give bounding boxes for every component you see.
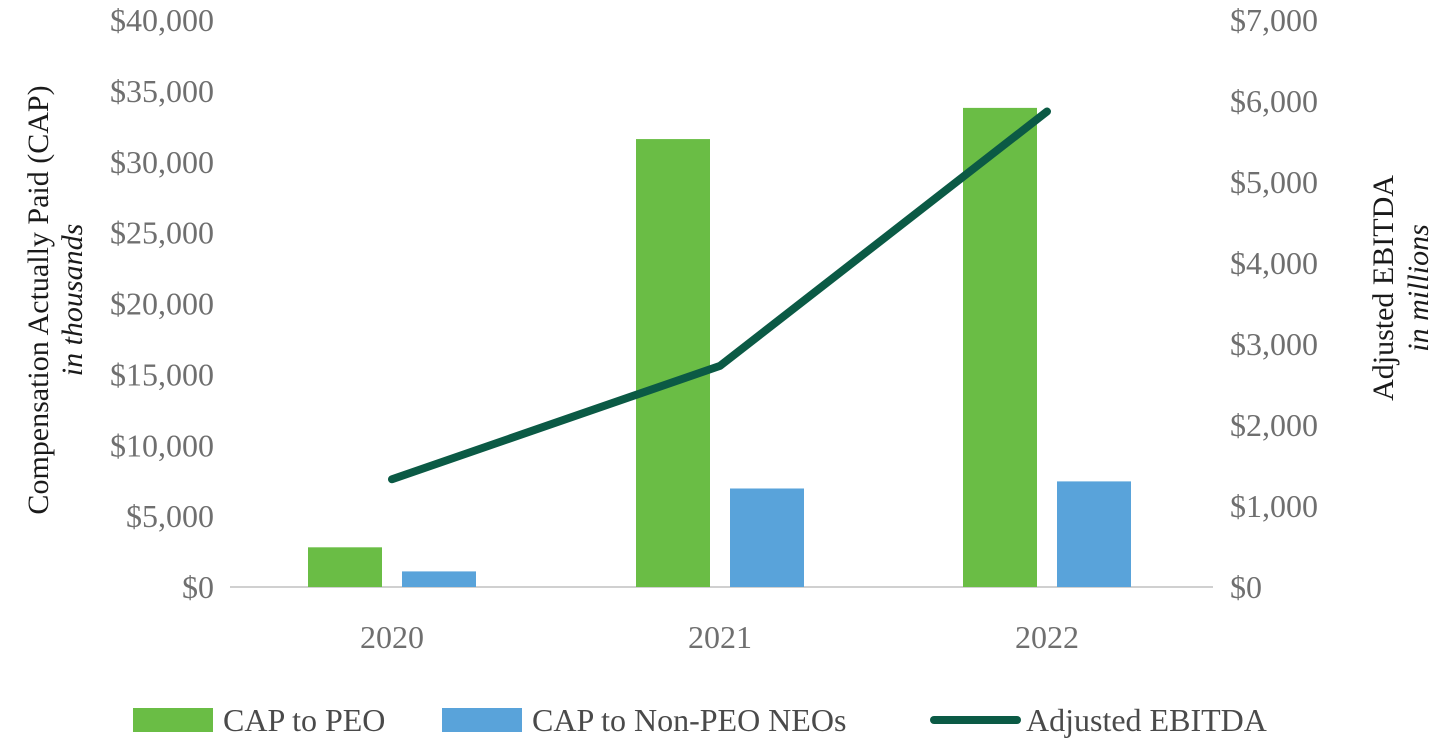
left-axis-ticks: $0 $5,000 $10,000 $15,000 $20,000 $25,000 $30,… [110, 2, 214, 605]
bars [308, 107, 1131, 587]
left-tick-label: $30,000 [110, 144, 214, 180]
right-tick-label: $7,000 [1230, 2, 1318, 38]
bar-cap-to-peo-2020 [308, 547, 382, 587]
left-axis-title: Compensation Actually Paid (CAP) [22, 85, 55, 514]
bar-cap-to-non-peo-neos-2020 [402, 571, 476, 587]
left-tick-label: $10,000 [110, 427, 214, 463]
bar-cap-to-non-peo-neos-2021 [730, 488, 804, 587]
legend: CAP to PEO CAP to Non-PEO NEOs Adjusted … [133, 702, 1267, 738]
legend-label-cap-peo: CAP to PEO [223, 702, 385, 738]
right-tick-label: $5,000 [1230, 164, 1318, 200]
bar-cap-to-peo-2022 [963, 107, 1037, 587]
right-tick-label: $1,000 [1230, 488, 1318, 524]
left-tick-label: $40,000 [110, 2, 214, 38]
line-adjusted-ebitda [388, 107, 1051, 484]
right-tick-label: $0 [1230, 569, 1262, 605]
right-axis-ticks: $0 $1,000 $2,000 $3,000 $4,000 $5,000 $6,000 $7… [1230, 2, 1318, 605]
left-axis-subtitle: in thousands [56, 224, 89, 377]
right-tick-label: $2,000 [1230, 407, 1318, 443]
right-tick-label: $6,000 [1230, 83, 1318, 119]
left-tick-label: $5,000 [126, 498, 214, 534]
x-tick-label: 2021 [688, 619, 752, 655]
left-tick-label: $0 [182, 569, 214, 605]
legend-swatch-cap-peo [133, 708, 213, 732]
bar-cap-to-non-peo-neos-2022 [1057, 481, 1131, 587]
x-tick-label: 2022 [1015, 619, 1079, 655]
legend-label-cap-non-peo: CAP to Non-PEO NEOs [532, 702, 846, 738]
right-tick-label: $4,000 [1230, 245, 1318, 281]
legend-swatch-cap-non-peo [442, 708, 522, 732]
left-tick-label: $15,000 [110, 356, 214, 392]
right-tick-label: $3,000 [1230, 326, 1318, 362]
x-axis-ticks: 2020 2021 2022 [360, 619, 1079, 655]
right-axis-subtitle: in millions [1402, 224, 1435, 352]
right-axis-title: Adjusted EBITDA [1367, 175, 1400, 401]
left-tick-label: $25,000 [110, 215, 214, 251]
line-layer [388, 107, 1051, 484]
left-tick-label: $35,000 [110, 73, 214, 109]
legend-label-ebitda: Adjusted EBITDA [1026, 702, 1267, 738]
x-tick-label: 2020 [360, 619, 424, 655]
left-tick-label: $20,000 [110, 286, 214, 322]
bar-cap-to-peo-2021 [636, 139, 710, 587]
